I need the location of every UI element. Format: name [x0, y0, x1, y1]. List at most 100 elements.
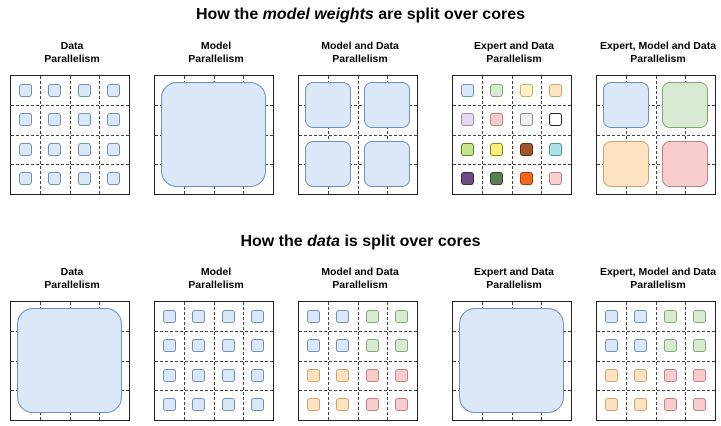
core-cell — [221, 368, 235, 382]
grid-line-horizontal — [155, 360, 273, 362]
grid-line-horizontal — [155, 389, 273, 391]
panel-label-line: Expert and Data — [474, 40, 554, 52]
section-title-emphasis: data — [307, 233, 341, 250]
core-cell — [461, 142, 475, 156]
core-cell — [394, 310, 408, 324]
core-cell — [634, 339, 648, 353]
panel-label-line: Parallelism — [630, 52, 686, 65]
core-cell — [19, 142, 33, 156]
panel-label-line: Model and Data — [321, 266, 399, 278]
grid-line-vertical — [684, 302, 686, 420]
grid-line-horizontal — [299, 360, 417, 362]
panel-label-line: Expert, Model and Data — [599, 266, 717, 278]
core-cell — [48, 113, 62, 127]
panel-label: Expert, Model and Data Parallelism — [576, 40, 721, 65]
core-cell — [663, 310, 677, 324]
core-cell — [106, 113, 120, 127]
core-cell — [692, 310, 706, 324]
grid-line-horizontal — [299, 134, 417, 136]
core-cell — [605, 310, 619, 324]
panel-label-line: Model — [200, 266, 232, 278]
core-cell — [605, 339, 619, 353]
core-cell — [634, 368, 648, 382]
core-cell — [461, 113, 475, 127]
grid-line-horizontal — [597, 163, 715, 165]
panel-label-line: Data — [60, 40, 84, 52]
panel-label: Data Parallelism — [0, 40, 154, 65]
panel-label: Expert, Model and Data Parallelism — [576, 266, 721, 291]
core-cell — [307, 397, 321, 411]
core-cell — [663, 339, 677, 353]
core-cell — [192, 368, 206, 382]
core-grid — [452, 75, 572, 195]
grid-line-vertical — [386, 76, 388, 194]
core-cell — [250, 339, 264, 353]
grid-line-horizontal — [597, 389, 715, 391]
panel-label: Model and Data Parallelism — [278, 266, 442, 291]
panel-label-line: Data — [60, 266, 84, 278]
core-cell — [48, 84, 62, 98]
model-weights-block — [305, 82, 351, 128]
grid-line-horizontal — [299, 163, 417, 165]
core-cell — [519, 84, 533, 98]
core-cell — [461, 171, 475, 185]
core-cell — [221, 397, 235, 411]
core-cell — [692, 397, 706, 411]
model-weights-block — [364, 141, 410, 187]
core-cell — [307, 310, 321, 324]
core-grid — [298, 75, 418, 195]
core-cell — [548, 84, 562, 98]
panel-label-line: Expert and Data — [474, 266, 554, 278]
core-cell — [634, 310, 648, 324]
core-cell — [77, 171, 91, 185]
core-grid — [154, 75, 274, 195]
model-weights-block — [305, 141, 351, 187]
core-grid — [154, 301, 274, 421]
expert-weights-block — [603, 82, 649, 128]
panel-label-line: Expert, Model and Data — [599, 40, 717, 52]
core-cell — [548, 142, 562, 156]
core-cell — [365, 339, 379, 353]
grid-line-horizontal — [453, 163, 571, 165]
panel-label-line: Model — [200, 40, 232, 52]
core-grid — [596, 75, 716, 195]
core-cell — [394, 368, 408, 382]
panel-label-line: Parallelism — [44, 278, 100, 291]
core-cell — [19, 113, 33, 127]
expert-weights-block — [662, 141, 708, 187]
panel-label: Expert and Data Parallelism — [432, 266, 596, 291]
core-cell — [692, 339, 706, 353]
panel-label-line: Parallelism — [188, 278, 244, 291]
grid-line-vertical — [98, 76, 100, 194]
section-title-prefix: How the — [196, 6, 263, 23]
core-cell — [77, 113, 91, 127]
core-cell — [106, 84, 120, 98]
core-cell — [250, 310, 264, 324]
core-cell — [48, 171, 62, 185]
core-cell — [221, 310, 235, 324]
core-cell — [394, 397, 408, 411]
grid-line-vertical — [386, 302, 388, 420]
grid-line-horizontal — [11, 134, 129, 136]
panel-label: Model Parallelism — [134, 266, 298, 291]
core-cell — [663, 368, 677, 382]
core-grid — [10, 75, 130, 195]
section-title-suffix: is split over cores — [340, 233, 481, 250]
core-cell — [663, 397, 677, 411]
core-cell — [163, 368, 177, 382]
panel-label-line: Parallelism — [332, 278, 388, 291]
core-cell — [519, 113, 533, 127]
core-cell — [490, 113, 504, 127]
model-weights-block — [364, 82, 410, 128]
core-cell — [192, 339, 206, 353]
data-block — [17, 308, 122, 413]
core-cell — [192, 397, 206, 411]
core-cell — [48, 142, 62, 156]
core-cell — [336, 339, 350, 353]
core-cell — [250, 397, 264, 411]
core-cell — [365, 368, 379, 382]
panel-label-line: Model and Data — [321, 40, 399, 52]
core-cell — [548, 113, 562, 127]
core-cell — [692, 368, 706, 382]
panel-label-line: Parallelism — [486, 52, 542, 65]
